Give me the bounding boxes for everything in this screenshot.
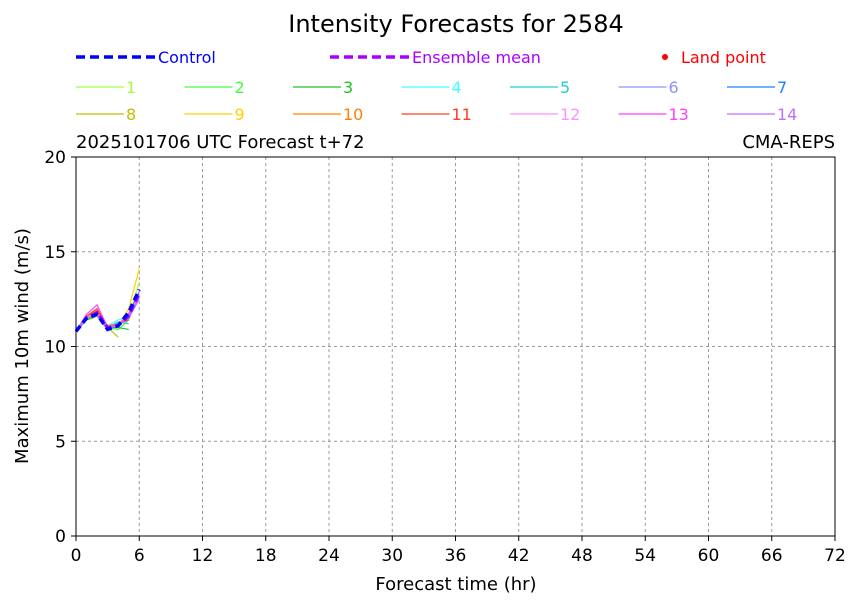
legend-member-label: 6 bbox=[669, 78, 679, 97]
y-tick-label: 20 bbox=[44, 148, 66, 168]
legend-member-label: 7 bbox=[777, 78, 787, 97]
x-tick-label: 72 bbox=[824, 546, 846, 566]
legend-land-point-marker bbox=[662, 54, 668, 60]
legend-member-label: 11 bbox=[452, 105, 472, 124]
legend-member-label: 8 bbox=[126, 105, 136, 124]
x-tick-label: 0 bbox=[71, 546, 82, 566]
subtitle-left: 2025101706 UTC Forecast t+72 bbox=[76, 132, 365, 153]
x-tick-label: 36 bbox=[445, 546, 467, 566]
legend-member-label: 9 bbox=[235, 105, 245, 124]
legend-member-label: 1 bbox=[126, 78, 136, 97]
y-tick-label: 5 bbox=[55, 432, 66, 452]
legend-member-label: 14 bbox=[777, 105, 797, 124]
chart-title: Intensity Forecasts for 2584 bbox=[288, 10, 623, 38]
legend-land-point-label: Land point bbox=[681, 48, 766, 67]
x-tick-label: 66 bbox=[761, 546, 783, 566]
x-tick-label: 18 bbox=[255, 546, 277, 566]
plot-frame bbox=[75, 156, 836, 537]
x-axis-label: Forecast time (hr) bbox=[375, 574, 536, 595]
y-tick-label: 15 bbox=[44, 243, 66, 263]
x-tick-label: 60 bbox=[698, 546, 720, 566]
x-tick-label: 6 bbox=[134, 546, 145, 566]
x-tick-label: 30 bbox=[381, 546, 403, 566]
y-tick-label: 10 bbox=[44, 338, 66, 358]
legend-member-label: 12 bbox=[560, 105, 580, 124]
legend-member-label: 2 bbox=[235, 78, 245, 97]
legend-member-label: 10 bbox=[343, 105, 363, 124]
y-axis-label: Maximum 10m wind (m/s) bbox=[12, 228, 33, 464]
legend-member-label: 13 bbox=[669, 105, 689, 124]
legend-mean-label: Ensemble mean bbox=[412, 48, 541, 67]
x-tick-label: 48 bbox=[571, 546, 593, 566]
x-tick-label: 42 bbox=[508, 546, 530, 566]
x-tick-label: 24 bbox=[318, 546, 340, 566]
y-tick-label: 0 bbox=[55, 527, 66, 547]
legend-member-label: 4 bbox=[452, 78, 462, 97]
x-tick-label: 12 bbox=[192, 546, 214, 566]
x-tick-label: 54 bbox=[634, 546, 656, 566]
subtitle-right: CMA-REPS bbox=[742, 132, 835, 153]
legend-control-label: Control bbox=[158, 48, 216, 67]
control-line bbox=[74, 288, 141, 333]
legend-member-label: 3 bbox=[343, 78, 353, 97]
legend-member-label: 5 bbox=[560, 78, 570, 97]
